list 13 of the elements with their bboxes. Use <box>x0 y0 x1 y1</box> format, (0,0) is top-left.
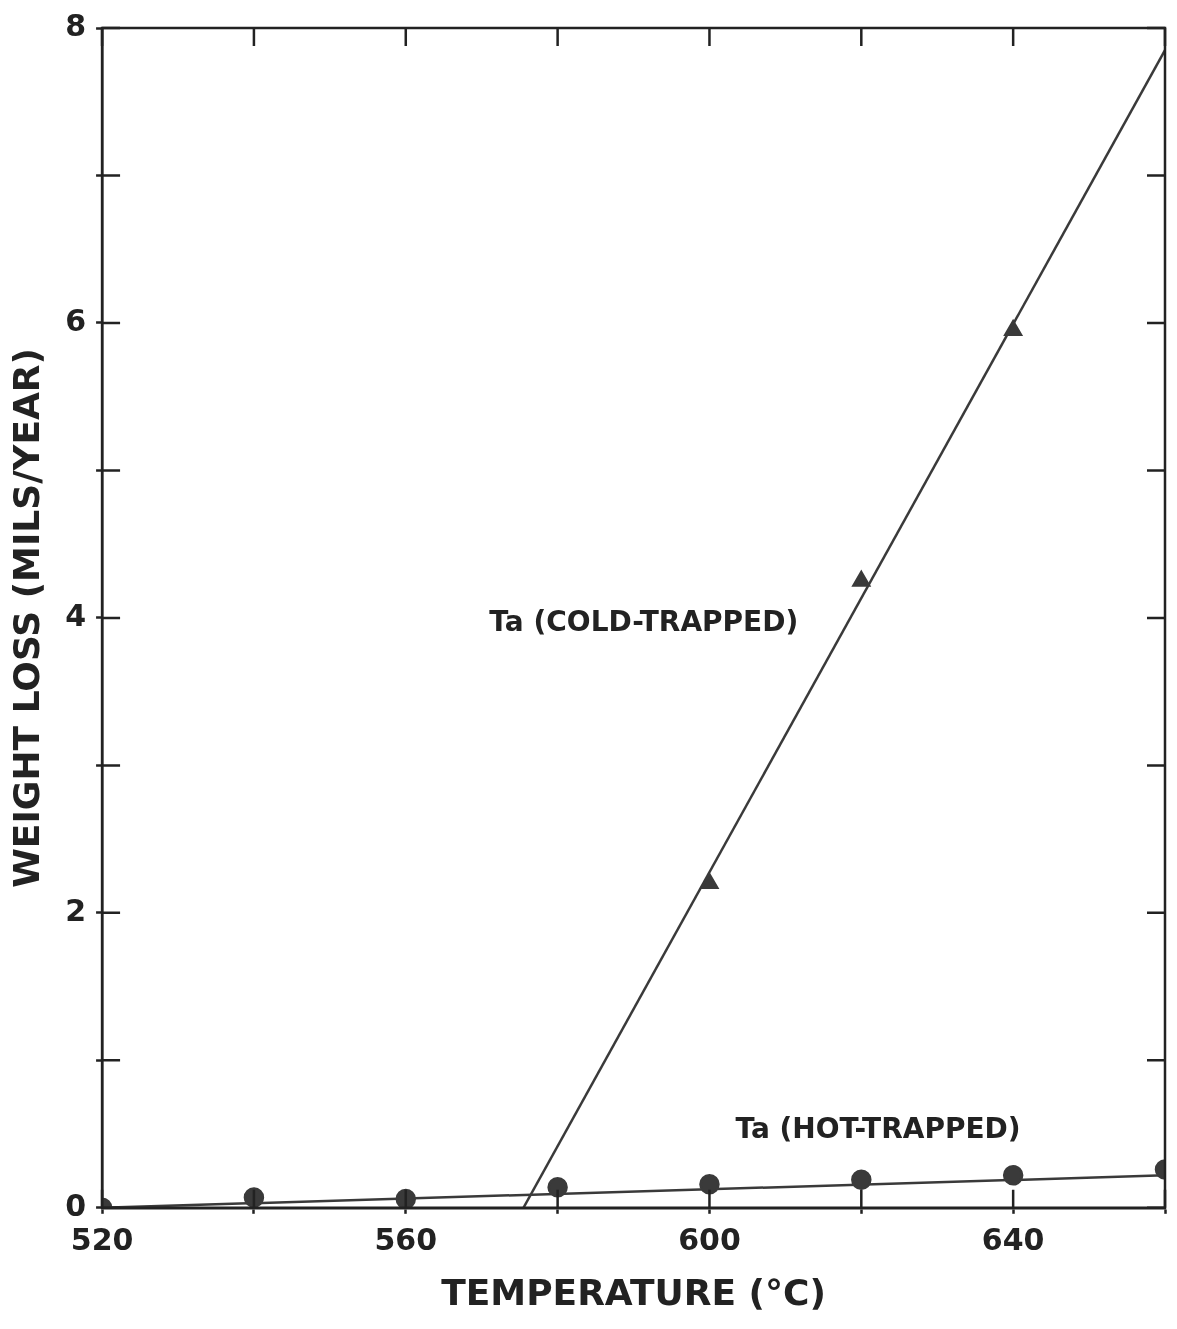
y-axis-title: WEIGHT LOSS (MILS/YEAR) <box>5 347 47 888</box>
y-tick-label: 6 <box>65 302 87 338</box>
y-tick-label: 0 <box>65 1187 87 1223</box>
x-tick-label: 520 <box>70 1221 134 1257</box>
annotation: Ta (HOT-TRAPPED) <box>735 1112 1021 1146</box>
x-tick-label: 600 <box>678 1221 741 1257</box>
y-tick-label: 4 <box>65 597 87 633</box>
x-axis-title: TEMPERATURE (°C) <box>441 1271 826 1313</box>
annotation: Ta (COLD-TRAPPED) <box>489 605 799 639</box>
x-tick-label: 560 <box>374 1221 438 1257</box>
x-tick-label: 640 <box>981 1221 1045 1257</box>
y-tick-label: 2 <box>65 892 87 928</box>
y-tick-label: 8 <box>65 7 87 43</box>
